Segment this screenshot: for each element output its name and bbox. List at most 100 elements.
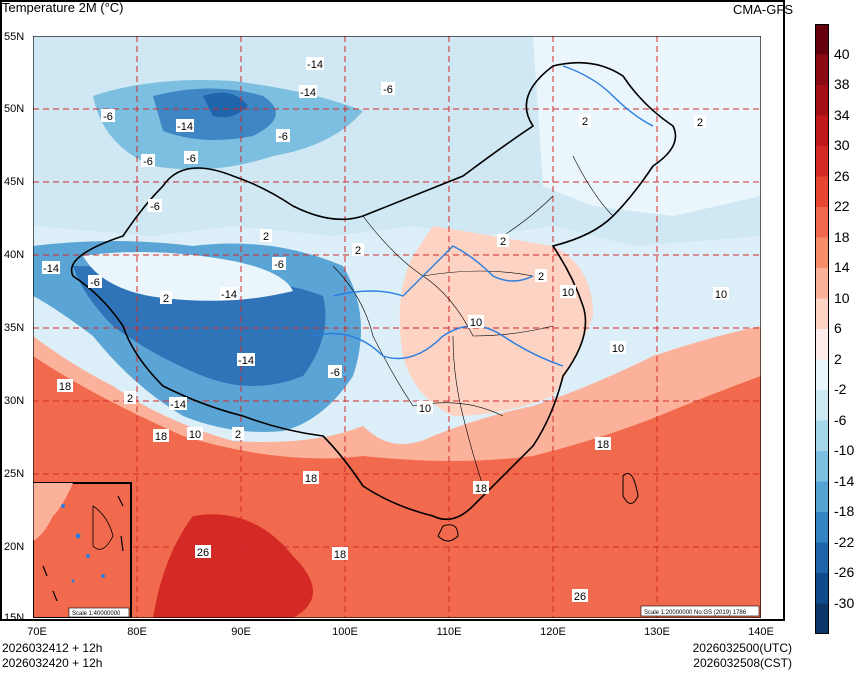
- contour-label: 18: [334, 549, 346, 561]
- contour-label: 2: [263, 231, 269, 243]
- colorbar-swatch: [815, 115, 829, 147]
- lat-label: 45N: [4, 176, 25, 188]
- colorbar-label: -26: [834, 564, 855, 580]
- contour-label: -14: [177, 121, 193, 133]
- colorbar-label: 26: [834, 167, 850, 184]
- colorbar-label: -6: [834, 411, 847, 428]
- contour-label: -6: [143, 156, 153, 168]
- contour-label: -6: [90, 277, 100, 289]
- colorbar-swatch: [815, 603, 829, 634]
- model-brand: CMA-GFS: [733, 2, 793, 17]
- colorbar-label: 2: [834, 350, 842, 367]
- hainan-island: [437, 524, 459, 542]
- south-china-sea-inset: Scale 1:40000000: [33, 482, 132, 618]
- lon-label: 130E: [644, 626, 670, 638]
- colorbar-label: 10: [834, 289, 850, 306]
- colorbar-swatch: [815, 268, 829, 299]
- colorbar-label: -10: [834, 442, 855, 458]
- valid-time-cst: 2026032508(CST): [693, 656, 792, 670]
- colorbar: [815, 24, 829, 634]
- colorbar-swatch: [815, 54, 829, 86]
- colorbar-swatch: [815, 24, 829, 55]
- contour-label: 2: [355, 245, 361, 257]
- colorbar-swatch: [815, 359, 829, 391]
- mongolia-coldest: [203, 92, 248, 118]
- chart-title: Temperature 2M (°C): [2, 0, 124, 15]
- lat-label: 50N: [4, 103, 25, 115]
- contour-label: 10: [470, 317, 482, 329]
- init-time-cst: 2026032420 + 12h: [2, 656, 103, 670]
- contour-label: -14: [170, 399, 186, 411]
- taiwan-island: [622, 473, 639, 504]
- contour-label: 18: [305, 473, 317, 485]
- map-frame: [0, 0, 785, 621]
- contour-label: 2: [582, 116, 588, 128]
- colorbar-swatch: [815, 237, 829, 269]
- colorbar-swatch: [815, 542, 829, 574]
- colorbar-swatch: [815, 481, 829, 513]
- lat-label: 15N: [4, 612, 25, 624]
- inset-scale: Scale 1:40000000: [72, 611, 121, 617]
- contour-label: -6: [330, 367, 340, 379]
- colorbar-label: -30: [834, 594, 855, 611]
- contour-label: 2: [500, 236, 506, 248]
- lon-label: 70E: [27, 626, 47, 638]
- rivers: [312, 65, 654, 367]
- lat-label: 20N: [4, 541, 25, 553]
- valid-time-utc: 2026032500(UTC): [692, 641, 792, 655]
- contour-label: 2: [235, 429, 241, 441]
- contour-label: 2: [127, 393, 133, 405]
- lat-lon-grid: [33, 36, 761, 618]
- lat-label: 25N: [4, 468, 25, 480]
- contour-label: 10: [189, 429, 201, 441]
- colorbar-label: 34: [834, 106, 850, 123]
- colorbar-swatch: [815, 420, 829, 452]
- colorbar-swatch: [815, 146, 829, 177]
- contour-label: -6: [383, 84, 393, 96]
- contour-label: -6: [278, 131, 288, 143]
- contour-label: 2: [538, 271, 544, 283]
- temperature-map[interactable]: -14 -14 -6 -6 -14 -6 -6 -6 -6 2 2 2 2 -1…: [33, 36, 761, 618]
- india-hottest: [153, 514, 313, 618]
- colorbar-label: 38: [834, 76, 850, 92]
- contour-label: 10: [562, 287, 574, 299]
- colorbar-swatch: [815, 207, 829, 238]
- contour-label: 26: [197, 547, 209, 559]
- colorbar-label: -2: [834, 381, 847, 397]
- contour-label: -14: [238, 355, 254, 367]
- lon-label: 120E: [540, 626, 566, 638]
- colorbar-label: 14: [834, 259, 850, 275]
- colorbar-label: 40: [834, 45, 850, 62]
- lon-label: 80E: [127, 626, 147, 638]
- contour-label: 10: [612, 343, 624, 355]
- colorbar-swatch: [815, 176, 829, 208]
- contour-label: -6: [103, 111, 113, 123]
- colorbar-swatch: [815, 390, 829, 421]
- contour-label: 10: [715, 289, 727, 301]
- colorbar-label: 18: [834, 228, 850, 245]
- contour-label: 2: [163, 293, 169, 305]
- lat-label: 35N: [4, 322, 25, 334]
- colorbar-label: 22: [834, 198, 850, 214]
- contour-label: 18: [155, 431, 167, 443]
- colorbar-swatch: [815, 329, 829, 360]
- contour-label: -6: [150, 201, 160, 213]
- colorbar-label: -14: [834, 472, 855, 489]
- colorbar-label: -18: [834, 503, 855, 519]
- contour-label: -14: [300, 87, 316, 99]
- main-scale-box: [640, 605, 760, 617]
- contour-label: 18: [475, 483, 487, 495]
- main-scale: Scale 1:20000000 No:GS (2019) 1786: [644, 610, 747, 616]
- contour-label: -6: [186, 153, 196, 165]
- contour-label: -14: [43, 263, 59, 275]
- colorbar-swatch: [815, 573, 829, 604]
- contour-label: 2: [697, 117, 703, 129]
- contour-label: -14: [221, 289, 237, 301]
- contour-labels: -14 -14 -6 -6 -14 -6 -6 -6 -6 2 2 2 2 -1…: [42, 57, 729, 603]
- contour-label: -6: [274, 259, 284, 271]
- lat-label: 30N: [4, 395, 25, 407]
- contour-label: 10: [419, 403, 431, 415]
- lon-label: 140E: [748, 626, 774, 638]
- colorbar-swatch: [815, 451, 829, 482]
- colorbar-swatch: [815, 298, 829, 330]
